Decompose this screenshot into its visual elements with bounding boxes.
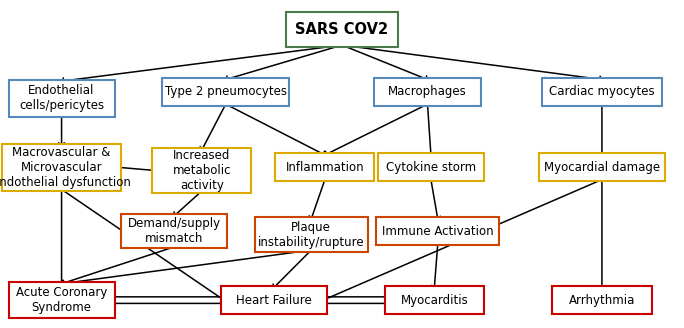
FancyBboxPatch shape bbox=[384, 286, 484, 314]
FancyBboxPatch shape bbox=[375, 78, 480, 106]
FancyBboxPatch shape bbox=[539, 154, 665, 181]
Text: Heart Failure: Heart Failure bbox=[236, 294, 311, 307]
Text: Plaque
instability/rupture: Plaque instability/rupture bbox=[258, 220, 365, 249]
FancyBboxPatch shape bbox=[163, 78, 289, 106]
FancyBboxPatch shape bbox=[220, 286, 327, 314]
Text: Cytokine storm: Cytokine storm bbox=[386, 161, 476, 174]
FancyBboxPatch shape bbox=[275, 154, 375, 181]
FancyBboxPatch shape bbox=[122, 214, 227, 249]
Text: Inflammation: Inflammation bbox=[286, 161, 364, 174]
Text: Immune Activation: Immune Activation bbox=[382, 225, 494, 238]
Text: Myocarditis: Myocarditis bbox=[400, 294, 469, 307]
FancyBboxPatch shape bbox=[286, 12, 398, 47]
Text: Myocardial damage: Myocardial damage bbox=[544, 161, 660, 174]
Text: Macrovascular &
Microvascular
endothelial dysfunction: Macrovascular & Microvascular endothelia… bbox=[0, 146, 131, 189]
FancyBboxPatch shape bbox=[8, 282, 115, 318]
Text: Cardiac myocytes: Cardiac myocytes bbox=[549, 85, 655, 98]
FancyBboxPatch shape bbox=[8, 80, 115, 117]
Text: Demand/supply
mismatch: Demand/supply mismatch bbox=[128, 217, 221, 245]
Text: Macrophages: Macrophages bbox=[388, 85, 467, 98]
FancyBboxPatch shape bbox=[542, 78, 661, 106]
Text: Endothelial
cells/pericytes: Endothelial cells/pericytes bbox=[19, 84, 104, 113]
Text: Acute Coronary
Syndrome: Acute Coronary Syndrome bbox=[16, 286, 107, 314]
Text: Arrhythmia: Arrhythmia bbox=[568, 294, 635, 307]
FancyBboxPatch shape bbox=[376, 217, 499, 245]
Text: Increased
metabolic
activity: Increased metabolic activity bbox=[172, 149, 231, 192]
FancyBboxPatch shape bbox=[553, 286, 651, 314]
FancyBboxPatch shape bbox=[254, 217, 368, 252]
FancyBboxPatch shape bbox=[378, 154, 484, 181]
Text: SARS COV2: SARS COV2 bbox=[295, 22, 389, 37]
FancyBboxPatch shape bbox=[152, 148, 252, 193]
FancyBboxPatch shape bbox=[1, 144, 122, 191]
Text: Type 2 pneumocytes: Type 2 pneumocytes bbox=[165, 85, 287, 98]
